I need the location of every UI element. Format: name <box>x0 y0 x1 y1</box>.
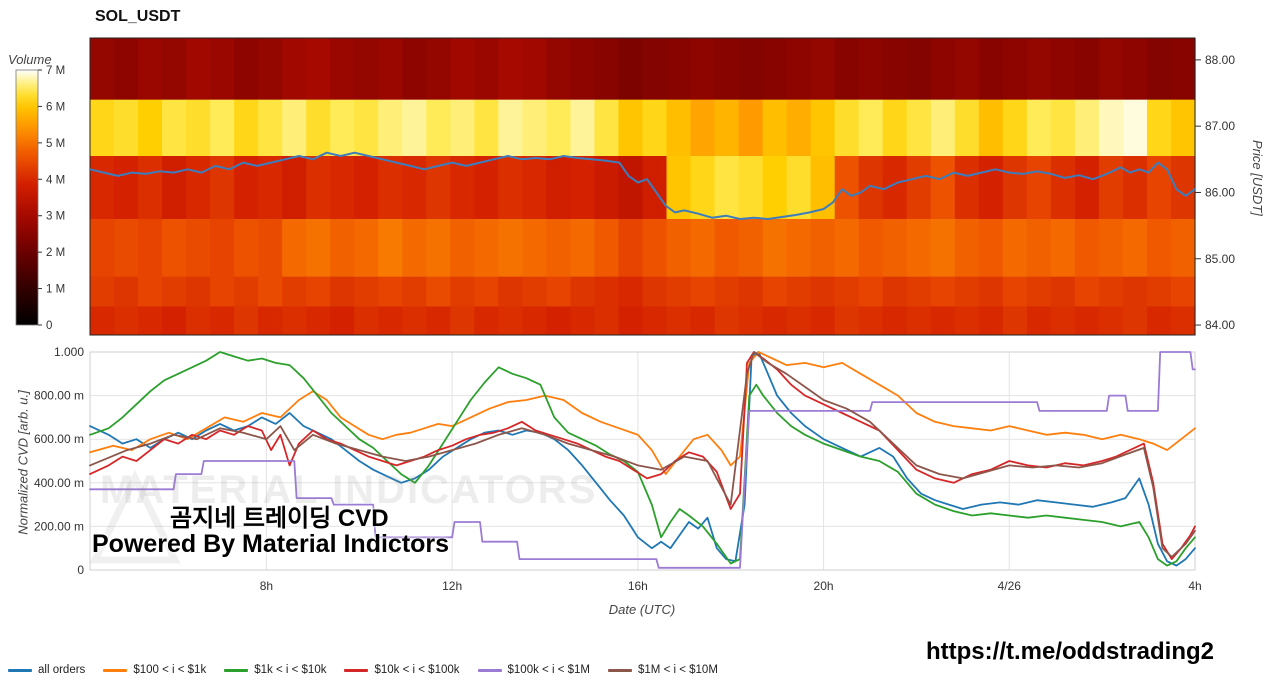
colorbar-tick-label: 6 M <box>46 101 65 113</box>
colorbar-tick-label: 2 M <box>46 247 65 259</box>
colorbar-tick-label: 5 M <box>46 138 65 150</box>
telegram-link[interactable]: https://t.me/oddstrading2 <box>926 638 1214 665</box>
cvd-x-tick-label: 16h <box>628 579 648 593</box>
price-tick-label: 85.00 <box>1205 252 1235 266</box>
legend-label: $1k < i < $10k <box>254 664 327 676</box>
cvd-y-tick-label: 200.00 m <box>34 519 84 533</box>
colorbar-tick-label: 7 M <box>46 65 65 77</box>
cvd-y-tick-label: 400.00 m <box>34 476 84 490</box>
cvd-y-tick-label: 800.00 m <box>34 389 84 403</box>
cvd-y-tick-label: 0 <box>77 563 84 577</box>
watermark-powered-by: Powered By Material Indictors <box>92 530 450 558</box>
cvd-y-tick-label: 600.00 m <box>34 432 84 446</box>
cvd-series-line <box>89 351 1196 569</box>
cvd-series[interactable] <box>89 351 1196 569</box>
cvd-y-tick-label: 1.000 <box>54 345 84 359</box>
cvd-axis-labels: 1.000 800.00 m 600.00 m 400.00 m 200.00 m 0 8h… <box>34 345 1202 593</box>
legend-item[interactable]: $1k < i < $10k <box>224 664 326 676</box>
cvd-x-tick-label: 4/26 <box>998 579 1022 593</box>
volume-heatmap[interactable] <box>89 37 1196 336</box>
cvd-x-tick-label: 8h <box>260 579 273 593</box>
legend-swatch <box>477 668 502 672</box>
legend-item[interactable]: $1M < i < $10M <box>608 664 718 676</box>
colorbar-tick-label: 4 M <box>46 174 65 186</box>
price-axis: 88.00 87.00 86.00 85.00 84.00 <box>1195 53 1235 332</box>
legend-label: $100 < i < $1k <box>133 664 207 676</box>
date-axis-title: Date (UTC) <box>608 602 676 617</box>
cvd-x-tick-label: 20h <box>814 579 834 593</box>
legend-item[interactable]: all orders <box>8 664 85 676</box>
legend-swatch <box>344 668 369 672</box>
watermark-korean-text: 곰지네 트레이딩 CVD <box>170 505 389 532</box>
colorbar-title: Volume <box>8 52 52 67</box>
cvd-x-tick-label: 4h <box>1188 579 1201 593</box>
chart-legend: all orders $100 < i < $1k $1k < i < $10k $1… <box>8 664 718 676</box>
legend-item[interactable]: $100k < i < $1M <box>477 664 590 676</box>
price-tick-label: 88.00 <box>1205 53 1235 67</box>
legend-label: all orders <box>38 664 86 676</box>
colorbar-tick-label: 3 M <box>46 211 65 223</box>
colorbar-tick-label: 0 <box>46 320 52 332</box>
cvd-series-line <box>89 351 1196 567</box>
legend-swatch <box>224 668 249 672</box>
cvd-series-line <box>89 351 1196 560</box>
legend-item[interactable]: $10k < i < $100k <box>344 664 460 676</box>
price-tick-label: 84.00 <box>1205 318 1235 332</box>
cvd-series-line <box>89 351 1196 558</box>
legend-label: $1M < i < $10M <box>638 664 718 676</box>
colorbar-tick-label: 1 M <box>46 284 65 296</box>
page-title: SOL_USDT <box>95 8 181 25</box>
legend-label: $10k < i < $100k <box>374 664 460 676</box>
price-tick-label: 86.00 <box>1205 185 1235 199</box>
watermark-logo <box>89 470 181 564</box>
price-line <box>89 151 1196 220</box>
legend-swatch <box>103 668 128 672</box>
legend-label: $100k < i < $1M <box>507 664 590 676</box>
cvd-x-tick-label: 12h <box>442 579 462 593</box>
price-tick-label: 87.00 <box>1205 119 1235 133</box>
price-axis-title: Price [USDT] <box>1250 140 1265 216</box>
volume-colorbar: 7 M 6 M 5 M 4 M 3 M 2 M 1 M 0 <box>15 65 65 332</box>
cvd-series-line <box>89 351 1196 475</box>
legend-item[interactable]: $100 < i < $1k <box>103 664 206 676</box>
legend-swatch <box>8 668 32 672</box>
legend-swatch <box>608 668 632 672</box>
heatmap-border <box>89 37 1196 336</box>
